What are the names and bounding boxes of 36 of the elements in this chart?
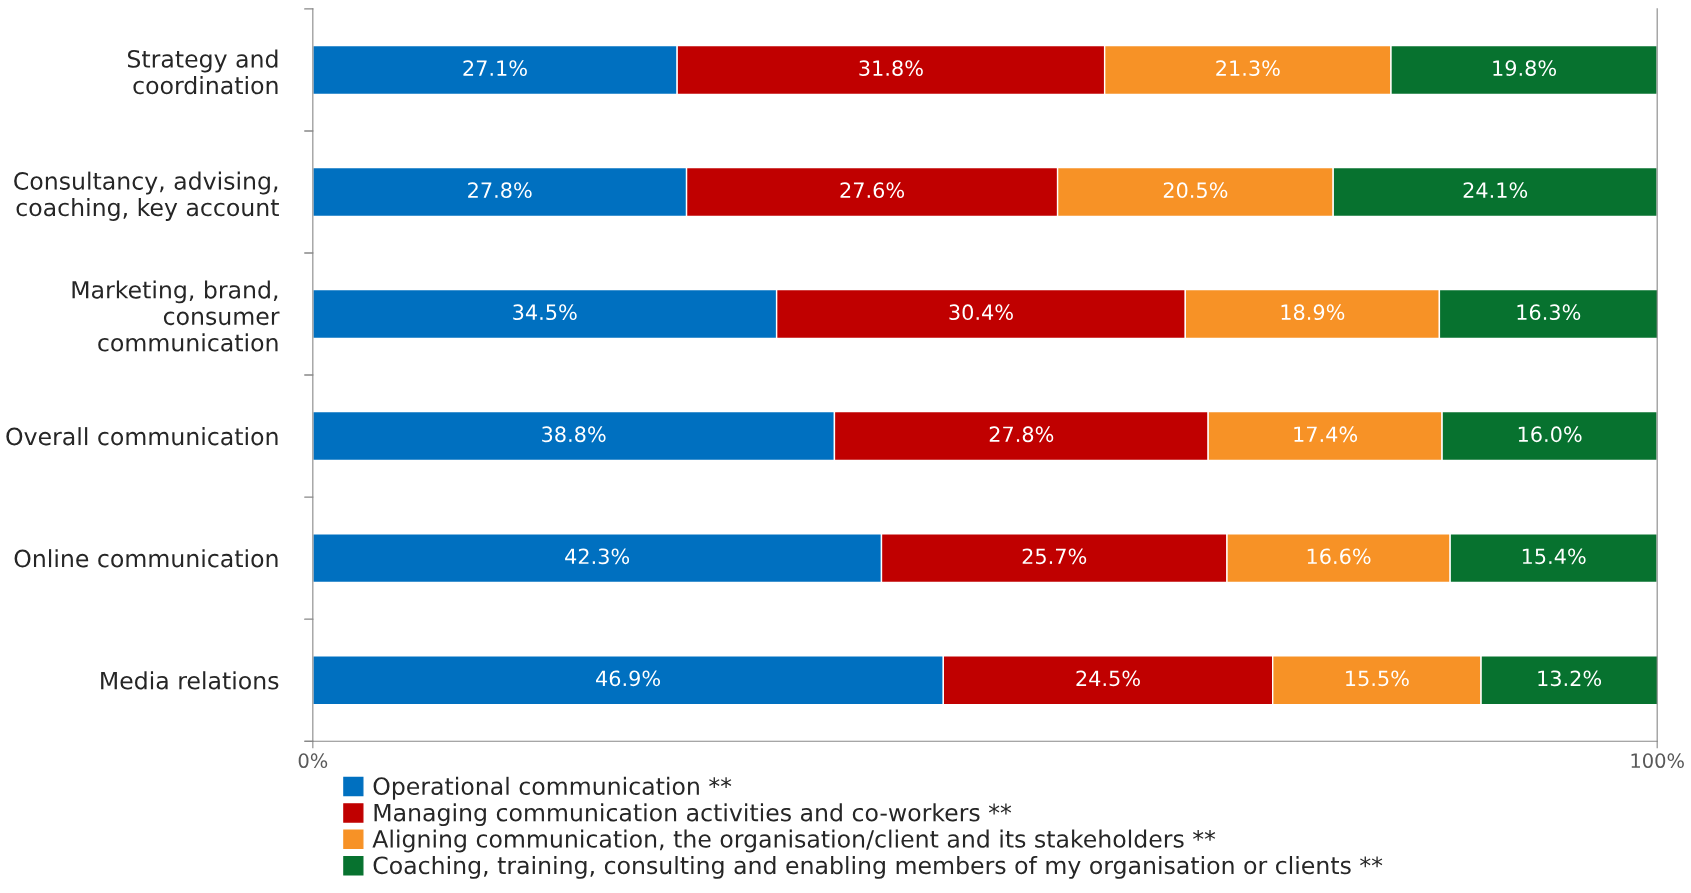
data-label: 20.5% <box>1163 182 1228 199</box>
x-tick-label: 100% <box>1631 753 1684 769</box>
y-tick-label: Consultancy, advising, coaching, key account <box>14 171 279 221</box>
y-tick-label: Overall communication <box>6 427 278 446</box>
data-label: 19.8% <box>1493 60 1557 76</box>
data-label: 25.7% <box>1022 548 1087 565</box>
data-label: 27.8% <box>989 426 1054 443</box>
data-label: 18.9% <box>1281 304 1345 321</box>
data-label: 38.8% <box>542 426 606 443</box>
data-label: 42.3% <box>565 548 630 565</box>
data-label: 16.3% <box>1517 304 1581 321</box>
data-label: 16.0% <box>1518 426 1582 443</box>
y-tick-label: Online communication <box>14 549 278 568</box>
y-tick-label: Strategy and coordination <box>127 49 278 95</box>
data-label: 24.5% <box>1076 670 1140 687</box>
data-label: 27.8% <box>468 182 532 199</box>
data-label: 27.6% <box>840 182 905 199</box>
data-label: 27.1% <box>463 60 527 76</box>
data-label: 15.5% <box>1346 670 1409 687</box>
data-label: 17.4% <box>1294 426 1358 443</box>
data-label: 46.9% <box>596 670 661 687</box>
data-label: 31.8% <box>859 60 923 76</box>
data-label: 34.5% <box>513 304 577 321</box>
y-tick-label: Marketing, brand, consumer communication <box>72 280 280 352</box>
data-label: 21.3% <box>1216 60 1280 76</box>
data-label: 13.2% <box>1538 670 1602 687</box>
y-tick-label: Media relations <box>101 671 279 690</box>
x-tick-label: 0% <box>298 753 328 769</box>
data-label: 30.4% <box>949 304 1013 321</box>
data-label: 16.6% <box>1307 548 1371 565</box>
legend-label: Coaching, training, consulting and enabling members of my organisation or clients ** <box>373 855 1383 879</box>
legend-label: Aligning communication, the organisation/client and its stakeholders ** <box>372 829 1216 853</box>
data-label: 15.4% <box>1522 548 1586 565</box>
legend-label: Managing communication activities and co-workers ** <box>374 803 1012 827</box>
legend-label: Operational communication ** <box>373 776 732 800</box>
data-label: 24.1% <box>1463 182 1528 199</box>
